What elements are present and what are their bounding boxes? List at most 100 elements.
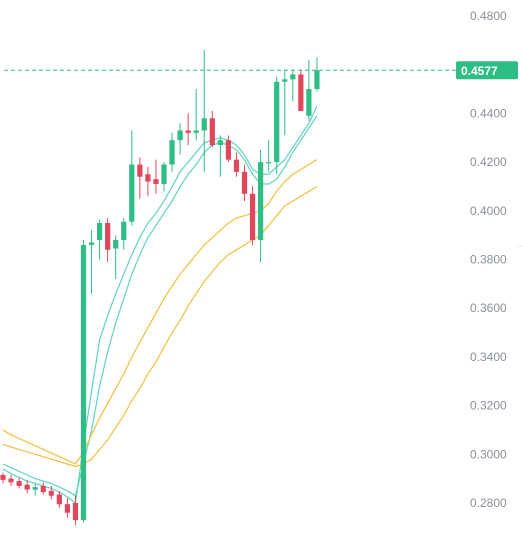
candle — [274, 76, 280, 175]
candle — [56, 490, 62, 508]
current-price-indicator: 0.4577 — [4, 61, 518, 80]
candle-body — [153, 179, 159, 185]
candle-body — [161, 164, 167, 185]
candle — [217, 135, 223, 177]
candle-body — [177, 130, 183, 141]
candle-body — [16, 481, 22, 486]
y-tick-label: 0.3600 — [470, 301, 507, 315]
candle — [40, 482, 46, 495]
candle-body — [8, 478, 14, 483]
candle — [177, 123, 183, 155]
y-tick-label: 0.4000 — [470, 204, 507, 218]
candle-body — [88, 242, 95, 245]
candle — [169, 132, 175, 172]
candle-body — [193, 130, 199, 133]
candle-body — [113, 240, 119, 249]
candle-body — [282, 79, 288, 82]
y-tick-label: 0.2800 — [470, 496, 507, 510]
candle — [266, 140, 272, 172]
candle-body — [145, 174, 151, 182]
candle — [145, 166, 151, 197]
candle — [233, 152, 240, 177]
y-tick-label: 0.3400 — [470, 350, 507, 364]
candle — [161, 162, 167, 192]
current-price-tag — [456, 61, 518, 80]
candle — [105, 218, 111, 262]
ma-line-1 — [2, 105, 318, 504]
candle — [129, 130, 135, 226]
candle-body — [241, 171, 248, 194]
candle-body — [137, 164, 143, 177]
candle — [306, 59, 312, 121]
candle — [314, 57, 320, 92]
candle — [0, 472, 6, 484]
candle — [282, 69, 288, 136]
y-tick-label: 0.4400 — [470, 106, 507, 120]
candle-body — [217, 140, 223, 146]
y-axis: 0.2800 0.3000 0.3200 0.3400 0.3600 0.3800 0.40… — [470, 9, 523, 510]
candle-body — [64, 504, 70, 513]
candle-body — [225, 140, 231, 160]
candle — [193, 89, 199, 141]
candle — [241, 164, 248, 202]
candle-body — [201, 118, 207, 131]
candle-body — [121, 221, 127, 241]
ma-line-3 — [2, 159, 318, 465]
candle-body — [105, 222, 111, 250]
candle-body — [290, 74, 296, 80]
candle — [64, 498, 70, 518]
candle-body — [169, 140, 175, 165]
candle-body — [40, 485, 46, 493]
candle-body — [0, 474, 6, 480]
candle — [16, 477, 22, 489]
candle-body — [209, 118, 215, 146]
ma-line-4 — [2, 185, 318, 468]
moving-average-lines — [2, 105, 318, 504]
candle — [48, 485, 54, 500]
candle — [298, 69, 304, 111]
y-tick-label: 0.3800 — [470, 253, 507, 267]
candles — [0, 50, 320, 525]
candle — [80, 240, 87, 523]
current-price-label: 0.4577 — [461, 64, 498, 78]
candle-body — [274, 81, 280, 163]
candle-body — [298, 74, 304, 111]
candle — [137, 157, 143, 199]
ma-line-2 — [2, 115, 318, 497]
y-tick-label: 0.4200 — [470, 155, 507, 169]
candle-body — [306, 89, 312, 116]
candle-body — [266, 162, 272, 164]
y-tick-label: 0.3200 — [470, 399, 507, 413]
candle-body — [24, 484, 30, 490]
candle — [185, 113, 191, 146]
candle-body — [32, 487, 38, 490]
candle — [97, 219, 103, 260]
candle — [225, 135, 231, 163]
candle-body — [80, 244, 87, 521]
candle — [113, 235, 119, 279]
candle — [290, 69, 296, 102]
candle — [72, 495, 79, 525]
candle — [209, 110, 215, 148]
candle-body — [314, 70, 320, 90]
candle — [24, 479, 30, 494]
candle-body — [48, 490, 54, 496]
candle — [153, 159, 159, 194]
candle — [32, 483, 38, 496]
candle — [201, 50, 207, 172]
candle — [121, 218, 127, 250]
candle — [249, 186, 256, 245]
candle-body — [56, 494, 62, 505]
candle-body — [97, 222, 103, 241]
candle-body — [233, 159, 240, 172]
candle — [8, 474, 14, 486]
candle-body — [72, 503, 79, 521]
y-tick-label: 0.4800 — [470, 9, 507, 23]
y-tick-label: 0.3000 — [470, 447, 507, 461]
candle — [88, 230, 95, 294]
candle-body — [249, 193, 256, 241]
candle-body — [185, 130, 191, 133]
candle-body — [258, 162, 264, 241]
